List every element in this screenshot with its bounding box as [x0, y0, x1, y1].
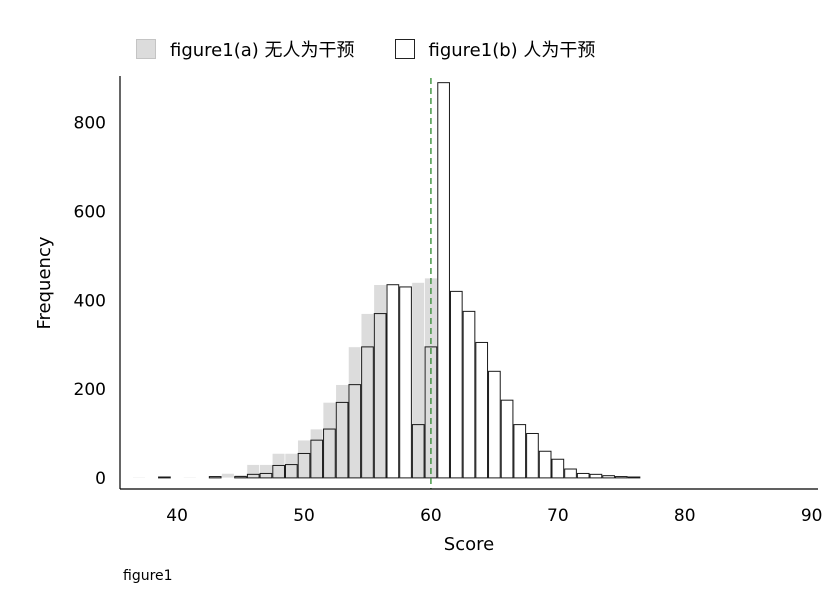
bar-b-58: [399, 286, 412, 479]
bar-b-50: [297, 452, 311, 479]
legend-swatch-a: [136, 39, 156, 59]
bar-a-46: [246, 464, 260, 479]
bar-b-53: [335, 401, 349, 479]
legend-label-a: figure1(a) 无人为干预: [170, 40, 355, 61]
bar-b-39: [158, 476, 171, 479]
bar-b-76: [627, 476, 641, 479]
bar-a-59: [411, 282, 425, 479]
y-tick-0: 0: [95, 469, 106, 489]
x-tick-90: 90: [801, 506, 823, 526]
bar-a-50: [297, 439, 311, 479]
y-tick-600: 600: [74, 202, 106, 222]
x-tick-40: 40: [166, 506, 188, 526]
y-tick-labels: 0 200 400 600 800: [74, 114, 106, 489]
bar-b-74: [602, 475, 615, 479]
bar-b-52: [323, 428, 336, 479]
bar-b-71: [564, 468, 577, 479]
bar-b-60: [424, 346, 438, 479]
x-tick-50: 50: [293, 506, 315, 526]
bar-b-63: [462, 310, 476, 479]
bar-b-75: [614, 476, 628, 479]
y-tick-400: 400: [74, 291, 106, 311]
bar-b-45: [234, 476, 247, 479]
x-tick-60: 60: [420, 506, 442, 526]
x-axis-label: Score: [444, 534, 494, 555]
y-axis-label: Frequency: [34, 236, 55, 329]
bar-b-51: [310, 439, 324, 479]
bar-a-51: [310, 428, 324, 479]
bar-b-46: [246, 473, 260, 479]
bar-b-65: [488, 370, 501, 479]
bar-a-41: [183, 476, 197, 479]
y-tick-200: 200: [74, 380, 106, 400]
bar-b-66: [500, 399, 514, 479]
legend-swatch-b: [394, 39, 415, 59]
bar-b-72: [576, 472, 590, 479]
bar-b-73: [589, 473, 603, 479]
bar-b-62: [449, 290, 463, 479]
series-b-bars: [158, 82, 641, 479]
bar-a-47: [259, 464, 273, 479]
bar-a-49: [284, 453, 298, 479]
bar-b-69: [538, 450, 552, 479]
bar-a-37: [132, 476, 146, 479]
x-tick-80: 80: [674, 506, 696, 526]
bar-a-54: [348, 346, 362, 479]
figure-caption: figure1: [123, 568, 173, 584]
legend-item-b: figure1(b) 人为干预: [394, 36, 596, 62]
bar-b-68: [526, 432, 539, 479]
bar-b-70: [551, 458, 565, 479]
bar-b-54: [348, 384, 362, 479]
bar-a-52: [322, 402, 337, 479]
bar-b-47: [259, 472, 273, 479]
x-tick-labels: 40 50 60 70 80 90: [166, 506, 822, 526]
bar-b-56: [373, 313, 387, 479]
bar-b-43: [208, 476, 222, 479]
bar-b-48: [272, 464, 285, 479]
bar-b-49: [284, 464, 298, 479]
bar-b-64: [475, 341, 489, 479]
bar-b-59: [411, 424, 425, 479]
legend-label-b: figure1(b) 人为干预: [428, 40, 596, 61]
bar-b-67: [513, 424, 527, 479]
bar-a-44: [221, 473, 235, 479]
bar-a-53: [335, 384, 349, 479]
chart-legend: figure1(a) 无人为干预 figure1(b) 人为干预: [136, 36, 635, 62]
y-tick-800: 800: [74, 114, 106, 134]
bar-b-61: [437, 82, 450, 479]
bar-a-55: [360, 313, 375, 479]
bar-b-55: [361, 346, 374, 479]
legend-item-a: figure1(a) 无人为干预: [136, 36, 355, 62]
x-tick-70: 70: [547, 506, 569, 526]
bar-b-57: [386, 284, 400, 479]
